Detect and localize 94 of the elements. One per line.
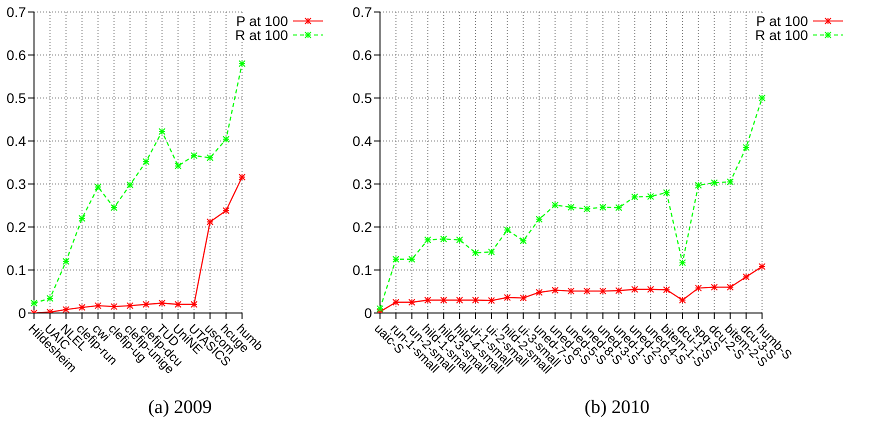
point bbox=[647, 192, 654, 200]
point bbox=[392, 298, 400, 306]
point bbox=[206, 154, 214, 162]
point bbox=[174, 162, 182, 170]
point bbox=[206, 218, 214, 226]
point bbox=[726, 284, 734, 291]
point bbox=[94, 184, 102, 191]
point bbox=[504, 226, 511, 234]
point bbox=[520, 237, 527, 244]
point bbox=[552, 286, 559, 294]
x-axis-title: (b) 2010 bbox=[584, 397, 650, 419]
point bbox=[631, 286, 638, 293]
point bbox=[408, 298, 416, 306]
point bbox=[742, 144, 750, 151]
point bbox=[520, 294, 527, 302]
point bbox=[190, 300, 198, 308]
point bbox=[440, 236, 448, 243]
point bbox=[62, 258, 70, 265]
point bbox=[456, 236, 464, 244]
point bbox=[710, 179, 718, 186]
point bbox=[94, 302, 102, 310]
point bbox=[710, 284, 718, 291]
point bbox=[742, 273, 750, 280]
point bbox=[758, 94, 766, 102]
point bbox=[568, 288, 575, 295]
y-tick-label: 0.6 bbox=[352, 46, 372, 63]
point bbox=[568, 204, 575, 211]
y-tick-label: 0.1 bbox=[352, 262, 372, 278]
point bbox=[504, 294, 511, 302]
y-tick-label: 0.2 bbox=[6, 218, 26, 235]
y-tick-label: 0.5 bbox=[352, 90, 372, 106]
y-tick-label: 0 bbox=[364, 304, 372, 321]
point bbox=[615, 287, 622, 294]
point bbox=[222, 136, 230, 143]
legend-label: P at 100 bbox=[756, 13, 808, 29]
y-tick-label: 0.4 bbox=[352, 132, 372, 149]
point bbox=[142, 300, 150, 308]
point bbox=[694, 284, 702, 292]
point bbox=[78, 304, 86, 311]
point bbox=[488, 297, 495, 304]
point bbox=[488, 248, 495, 256]
point bbox=[424, 236, 432, 244]
legend-label: R at 100 bbox=[235, 27, 288, 43]
y-tick-label: 0.6 bbox=[6, 46, 26, 63]
point bbox=[392, 256, 400, 263]
y-tick-label: 0.1 bbox=[6, 262, 26, 278]
point bbox=[583, 288, 590, 295]
point bbox=[647, 286, 654, 293]
y-tick-label: 0.3 bbox=[6, 176, 26, 192]
point bbox=[678, 259, 686, 266]
y-tick-label: 0.5 bbox=[6, 90, 26, 106]
point bbox=[663, 189, 670, 196]
point bbox=[408, 256, 416, 263]
y-tick-label: 0.7 bbox=[6, 4, 26, 20]
point bbox=[190, 152, 198, 160]
y-tick-label: 0.2 bbox=[352, 218, 372, 235]
point bbox=[726, 178, 734, 186]
point bbox=[126, 181, 134, 188]
point bbox=[678, 296, 686, 304]
point bbox=[631, 193, 638, 200]
point bbox=[222, 207, 230, 214]
point bbox=[126, 302, 134, 310]
point bbox=[472, 249, 480, 256]
point bbox=[583, 205, 590, 212]
point bbox=[158, 300, 166, 307]
point bbox=[456, 296, 464, 304]
point bbox=[62, 306, 70, 313]
point bbox=[599, 204, 606, 211]
point bbox=[238, 60, 246, 68]
point bbox=[424, 296, 432, 304]
point bbox=[536, 288, 543, 296]
point bbox=[174, 300, 182, 308]
y-tick-label: 0.4 bbox=[6, 132, 26, 149]
legend-label: P at 100 bbox=[236, 13, 288, 29]
point bbox=[599, 288, 606, 295]
point bbox=[536, 216, 543, 223]
legend-label: R at 100 bbox=[755, 27, 808, 43]
x-axis-title: (a) 2009 bbox=[147, 397, 213, 419]
point bbox=[472, 296, 480, 304]
y-tick-label: 0 bbox=[18, 304, 26, 321]
point bbox=[110, 204, 118, 212]
point bbox=[30, 300, 38, 307]
y-tick-label: 0.3 bbox=[352, 176, 372, 192]
point bbox=[694, 182, 702, 189]
point bbox=[46, 294, 54, 302]
point bbox=[110, 303, 118, 310]
y-tick-label: 0.7 bbox=[352, 4, 372, 20]
point bbox=[663, 286, 670, 294]
point bbox=[142, 158, 150, 166]
point bbox=[615, 204, 622, 212]
point bbox=[78, 214, 86, 222]
point bbox=[158, 128, 166, 136]
point bbox=[552, 202, 559, 209]
point bbox=[440, 296, 448, 304]
